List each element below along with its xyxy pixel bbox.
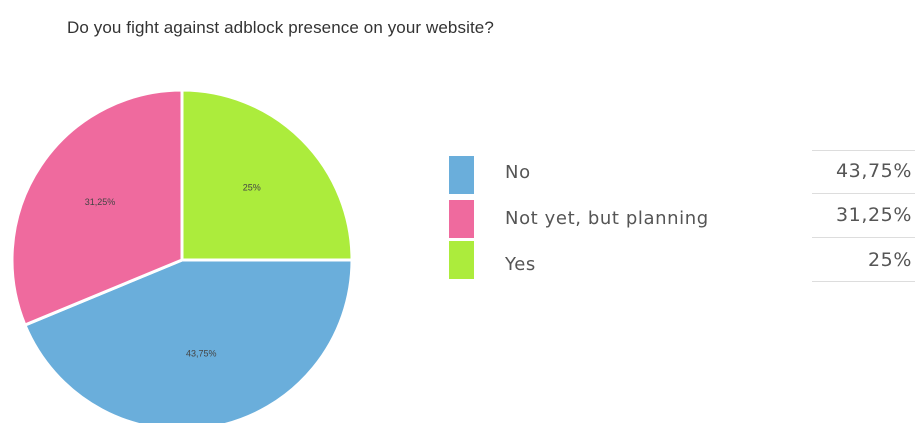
value-rule: [812, 237, 915, 238]
pie-slice-yes: [180, 88, 354, 262]
legend-swatch-yes: [449, 241, 474, 279]
value-rule: [812, 150, 915, 151]
legend-label-not-yet: Not yet, but planning: [505, 208, 709, 229]
legend-label-yes: Yes: [505, 254, 536, 275]
legend-swatch-no: [449, 156, 474, 194]
pie-label-no: 43,75%: [186, 349, 217, 359]
pie-label-yes: 25%: [243, 182, 261, 192]
pie-label-not-yet: 31,25%: [85, 197, 116, 207]
chart-title: Do you fight against adblock presence on…: [67, 18, 494, 37]
value-rule: [812, 193, 915, 194]
legend-label-no: No: [505, 162, 531, 183]
value-no: 43,75%: [835, 160, 912, 182]
value-yes: 25%: [867, 249, 912, 271]
value-rule: [812, 281, 915, 282]
pie-slice-not-yet: [10, 88, 184, 328]
legend-swatch-not-yet: [449, 200, 474, 238]
value-not-yet: 31,25%: [835, 204, 912, 226]
pie-slice-no: [22, 258, 354, 423]
